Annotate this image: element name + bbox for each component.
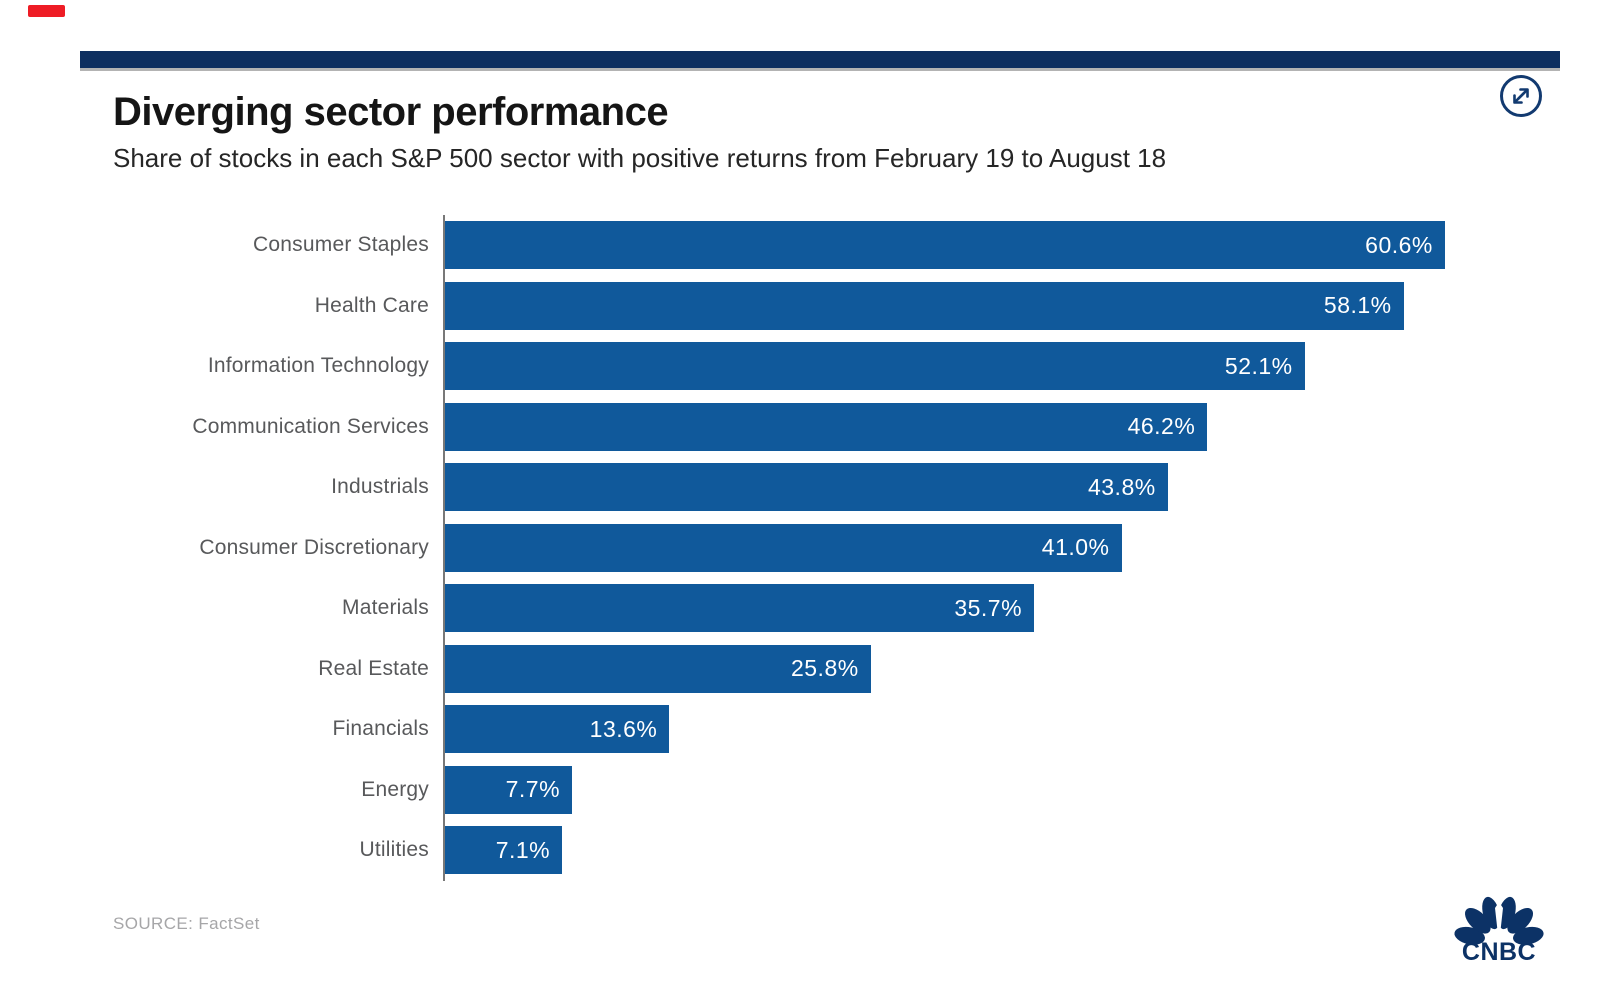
- chart-title: Diverging sector performance: [113, 90, 669, 134]
- value-label: 7.1%: [495, 836, 551, 863]
- chart-row: Information Technology 52.1%: [0, 336, 1609, 397]
- sector-label: Utilities: [359, 838, 429, 862]
- chart-row: Financials 13.6%: [0, 699, 1609, 760]
- value-label: 13.6%: [589, 715, 658, 742]
- sector-label: Communication Services: [192, 414, 429, 438]
- cnbc-peacock-icon: CNBC: [1454, 896, 1544, 966]
- value-label: 25.8%: [790, 655, 859, 682]
- bar: 46.2%: [445, 402, 1208, 451]
- value-label: 60.6%: [1365, 231, 1433, 258]
- chart-row: Real Estate 25.8%: [0, 639, 1609, 700]
- sector-label: Materials: [342, 596, 429, 620]
- expand-button[interactable]: [1498, 73, 1544, 119]
- bar: 25.8%: [445, 644, 871, 693]
- value-label: 35.7%: [954, 594, 1023, 621]
- chart-row: Utilities 7.1%: [0, 820, 1609, 881]
- cnbc-logo-text: CNBC: [1462, 938, 1536, 963]
- expand-icon: [1500, 75, 1542, 117]
- sector-label: Energy: [361, 777, 429, 801]
- bar-chart: Consumer Staples 60.6% Health Care 58.1%…: [0, 215, 1609, 881]
- bar: 7.7%: [445, 765, 573, 814]
- bar: 58.1%: [445, 281, 1404, 330]
- sector-label: Information Technology: [207, 354, 429, 378]
- source-text: SOURCE: FactSet: [113, 914, 260, 933]
- bar: 60.6%: [445, 221, 1445, 270]
- value-label: 52.1%: [1224, 352, 1293, 379]
- chart-row: Consumer Staples 60.6%: [0, 215, 1609, 276]
- bar: 43.8%: [445, 463, 1168, 512]
- chart-row: Health Care 58.1%: [0, 276, 1609, 337]
- sector-label: Consumer Discretionary: [199, 535, 429, 559]
- chart-row: Energy 7.7%: [0, 760, 1609, 821]
- sector-label: Industrials: [331, 475, 429, 499]
- cnbc-logo: CNBC: [1449, 888, 1549, 966]
- chart-row: Materials 35.7%: [0, 578, 1609, 639]
- bar: 35.7%: [445, 584, 1035, 633]
- chart-subtitle: Share of stocks in each S&P 500 sector w…: [113, 143, 1167, 173]
- sector-label: Health Care: [314, 293, 429, 317]
- header-accent-bar: [80, 51, 1560, 71]
- chart-row: Industrials 43.8%: [0, 457, 1609, 518]
- chart-row: Communication Services 46.2%: [0, 397, 1609, 458]
- sector-label: Financials: [332, 717, 429, 741]
- value-label: 58.1%: [1323, 292, 1392, 319]
- sector-label: Real Estate: [318, 656, 429, 680]
- bar: 13.6%: [445, 705, 670, 754]
- value-label: 7.7%: [505, 776, 561, 803]
- bar: 7.1%: [445, 826, 563, 875]
- value-label: 43.8%: [1087, 473, 1156, 500]
- bar: 52.1%: [445, 342, 1305, 391]
- sector-label: Consumer Staples: [253, 233, 429, 257]
- chart-rows: Consumer Staples 60.6% Health Care 58.1%…: [0, 215, 1609, 881]
- value-label: 46.2%: [1127, 413, 1196, 440]
- y-axis-line: [443, 215, 445, 881]
- bar: 41.0%: [445, 523, 1122, 572]
- red-indicator: [28, 5, 65, 17]
- value-label: 41.0%: [1041, 534, 1110, 561]
- chart-row: Consumer Discretionary 41.0%: [0, 518, 1609, 579]
